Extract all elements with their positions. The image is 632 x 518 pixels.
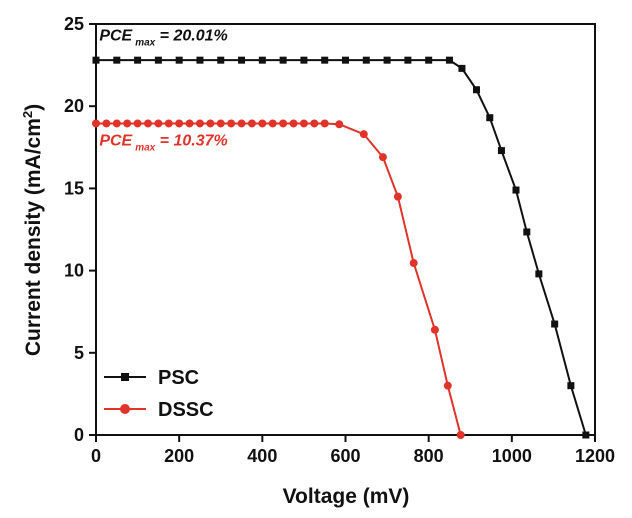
data-point [342, 56, 349, 64]
data-point [258, 119, 267, 128]
legend-label: PSC [158, 367, 199, 389]
data-point [383, 56, 391, 64]
data-point [227, 119, 236, 128]
annotation-main: PCE [99, 27, 133, 44]
annotation-sub: max [135, 37, 155, 48]
data-point [237, 119, 246, 128]
data-point [123, 119, 132, 128]
data-point [430, 325, 439, 334]
data-point [113, 56, 121, 64]
series-line [96, 122, 462, 436]
data-point [279, 119, 288, 128]
data-point [551, 320, 559, 328]
data-point [523, 228, 531, 236]
data-point [310, 119, 319, 128]
data-point [247, 119, 256, 128]
data-point [112, 119, 121, 128]
data-point [289, 119, 298, 128]
legend-marker [120, 404, 130, 414]
data-point [133, 119, 142, 128]
y-tick-label: 10 [64, 261, 84, 281]
data-point [582, 431, 590, 439]
data-point [497, 147, 505, 155]
data-point [268, 119, 277, 128]
x-tick-label: 0 [91, 446, 101, 466]
x-tick-label: 400 [247, 446, 277, 466]
annotation: PCE max = 20.01% [99, 27, 227, 48]
data-point [154, 56, 162, 64]
data-point [92, 119, 100, 128]
data-point [535, 270, 543, 278]
data-point [472, 86, 480, 94]
annotation-end: = 10.37% [155, 133, 228, 150]
data-point [195, 119, 204, 128]
y-label-main: Current density (mA/cm [22, 118, 45, 356]
data-point [216, 119, 225, 128]
data-point [486, 114, 494, 122]
data-point [335, 120, 344, 129]
annotation: PCE max = 10.37% [99, 133, 227, 154]
legend-marker [121, 373, 129, 381]
data-point [102, 119, 111, 128]
data-point [143, 119, 152, 128]
y-label-sup: 2 [20, 111, 35, 118]
data-point [154, 119, 163, 128]
data-point [409, 259, 418, 268]
data-point [378, 153, 387, 162]
data-point [359, 130, 368, 139]
data-point [445, 56, 453, 64]
data-point [458, 64, 466, 72]
annotation-end: = 20.01% [155, 27, 228, 44]
x-axis-label: Voltage (mV) [283, 485, 410, 508]
y-tick-label: 0 [74, 425, 84, 445]
data-point [92, 56, 100, 64]
x-tick-label: 600 [330, 446, 360, 466]
y-tick-label: 15 [64, 178, 84, 198]
series-line [96, 59, 587, 436]
data-point [258, 56, 266, 64]
y-tick-label: 25 [64, 14, 84, 34]
data-point [217, 56, 225, 64]
data-point [362, 56, 370, 64]
data-point [456, 431, 465, 439]
x-tick-label: 200 [164, 446, 194, 466]
data-point [320, 119, 329, 128]
annotation-main: PCE [99, 133, 133, 150]
data-point [185, 119, 194, 128]
data-point [175, 119, 184, 128]
data-point [425, 56, 433, 64]
x-tick-label: 1200 [575, 446, 615, 466]
data-point [279, 56, 287, 64]
y-tick-label: 5 [74, 343, 84, 363]
data-point [175, 56, 183, 64]
data-point [164, 119, 173, 128]
x-tick-label: 800 [414, 446, 444, 466]
annotation-sub: max [135, 143, 155, 154]
data-point [196, 56, 204, 64]
y-axis-label: Current density (mA/cm2) [20, 104, 45, 356]
data-point [404, 56, 412, 64]
data-point [567, 382, 575, 390]
data-point [206, 119, 215, 128]
data-point [321, 56, 329, 64]
data-point [512, 186, 520, 194]
y-label-end: ) [22, 104, 45, 111]
data-point [443, 381, 452, 390]
data-point [300, 56, 308, 64]
y-tick-label: 20 [64, 96, 84, 116]
data-point [299, 119, 308, 128]
x-tick-label: 1000 [492, 446, 532, 466]
data-point [238, 56, 246, 64]
data-point [134, 56, 142, 64]
legend-label: DSSC [158, 399, 214, 421]
data-point [393, 192, 402, 201]
